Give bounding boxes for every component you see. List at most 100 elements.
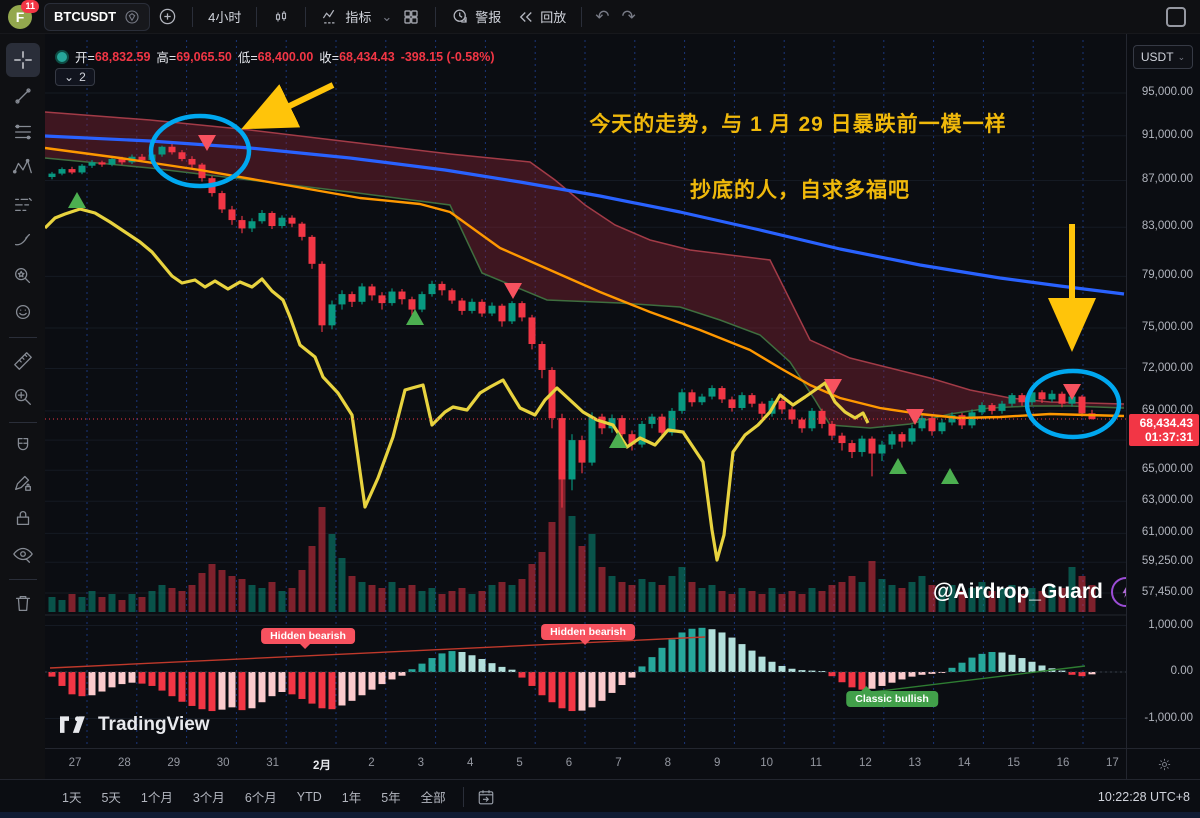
symbol-search-button[interactable]: BTCUSDT xyxy=(44,2,151,31)
magnet-icon[interactable] xyxy=(6,429,40,463)
sell-marker-icon xyxy=(906,409,924,425)
time-tick: 30 xyxy=(216,757,230,769)
price-tick: 59,250.00 xyxy=(1141,555,1193,568)
price-tick: 65,000.00 xyxy=(1141,463,1193,476)
close-value: 68,434.43 xyxy=(339,49,395,64)
zoom-in-icon[interactable] xyxy=(6,380,40,414)
range-button-全部[interactable]: 全部 xyxy=(420,791,446,805)
buy-marker-icon xyxy=(889,458,907,474)
annotation-text-2[interactable]: 抄底的人，自求多福吧 xyxy=(690,179,910,202)
time-tick: 9 xyxy=(713,757,721,769)
range-button-3个月[interactable]: 3个月 xyxy=(192,791,225,805)
interval-button[interactable]: 4小时 xyxy=(208,10,242,25)
tradingview-logo[interactable]: TradingView xyxy=(60,714,210,736)
icons-star-icon[interactable] xyxy=(6,259,40,293)
price-tick: 83,000.00 xyxy=(1141,220,1193,233)
alert-button[interactable]: 警报 xyxy=(443,4,509,30)
replay-button[interactable]: 回放 xyxy=(509,4,574,30)
high-label: 高= xyxy=(156,51,177,65)
indicators-dropdown-chevron[interactable]: ⌄ xyxy=(381,8,393,24)
price-tick: 75,000.00 xyxy=(1141,320,1193,333)
open-value: 68,832.59 xyxy=(94,49,151,64)
bar-countdown: 01:37:31 xyxy=(1144,430,1193,444)
time-tick: 10 xyxy=(760,757,773,769)
go-to-date-button[interactable] xyxy=(477,788,495,806)
change-value: -398.15 (-0.58%) xyxy=(400,49,495,64)
compare-add-button[interactable] xyxy=(150,4,185,30)
arrow-drawing[interactable] xyxy=(241,82,335,130)
range-button-6个月[interactable]: 6个月 xyxy=(244,791,277,805)
symbol-name: BTCUSDT xyxy=(54,9,117,24)
last-price-badge: 68,434.43 01:37:31 xyxy=(1129,414,1199,446)
time-tick: 6 xyxy=(565,757,573,769)
annotation-text-1[interactable]: 今天的走势，与 1 月 29 日暴跌前一模一样 xyxy=(589,113,1007,136)
crosshair-icon[interactable] xyxy=(5,43,40,77)
price-tick: 91,000.00 xyxy=(1141,128,1193,141)
xabcd-pattern-icon[interactable] xyxy=(6,151,40,185)
range-button-1年[interactable]: 1年 xyxy=(341,791,362,805)
range-button-YTD[interactable]: YTD xyxy=(296,789,322,804)
currency-select[interactable]: USDT ⌄ xyxy=(1133,45,1193,69)
sidebar-divider xyxy=(8,337,37,338)
top-toolbar: F 11 BTCUSDT 4小时 指标 ⌄ 警报 xyxy=(0,0,1200,34)
clock[interactable]: 10:22:28 UTC+8 xyxy=(1097,789,1190,804)
range-button-5天[interactable]: 5天 xyxy=(101,791,121,805)
axis-settings-corner[interactable] xyxy=(1126,748,1200,780)
time-tick: 7 xyxy=(615,757,622,769)
fib-retracement-icon[interactable] xyxy=(6,115,40,149)
fullscreen-button[interactable] xyxy=(1166,6,1186,27)
layout-grid-button[interactable] xyxy=(394,4,428,30)
series-status-dot xyxy=(55,49,69,64)
indicators-button[interactable]: 指标 xyxy=(313,4,379,30)
time-tick: 31 xyxy=(266,757,279,769)
draw-lock-icon[interactable] xyxy=(6,465,40,499)
price-tick: 95,000.00 xyxy=(1141,86,1193,98)
prediction-icon[interactable] xyxy=(6,187,40,221)
macd-tick: -1,000.00 xyxy=(1144,711,1193,724)
highlight-circle-drawing[interactable] xyxy=(148,113,252,189)
highlight-circle-drawing[interactable] xyxy=(1024,368,1122,440)
sidebar-divider xyxy=(8,579,37,580)
time-tick: 13 xyxy=(908,757,922,769)
time-tick: 11 xyxy=(810,757,822,769)
remove-all-icon[interactable] xyxy=(6,586,40,620)
macd-tick: 0.00 xyxy=(1170,665,1193,677)
bottom-strip xyxy=(0,812,1200,818)
undo-button[interactable]: ↶ xyxy=(595,6,610,26)
hide-all-icon[interactable] xyxy=(6,537,40,571)
chevron-down-icon: ⌄ xyxy=(64,70,75,84)
brush-icon[interactable] xyxy=(6,223,40,257)
gear-icon xyxy=(1158,758,1170,771)
time-tick: 5 xyxy=(516,757,523,769)
close-label: 收= xyxy=(319,51,340,65)
buy-marker-icon xyxy=(406,309,424,325)
time-tick: 16 xyxy=(1056,757,1070,769)
range-button-5年[interactable]: 5年 xyxy=(381,791,401,805)
price-axis[interactable]: USDT ⌄ 95,000.00 91,000.00 87,000.00 83,000.… xyxy=(1126,33,1200,778)
redo-button[interactable]: ↷ xyxy=(621,6,636,26)
indicator-count: 2 xyxy=(79,70,86,84)
time-axis[interactable]: 27 28 29 30 31 2月 2 3 4 5 6 7 8 9 10 11 12 13 14 15 16 17 xyxy=(45,748,1126,780)
ohlc-legend[interactable]: 开= 68,832.59 高= 69,065.50 低= 68,400.00 收= 68… xyxy=(55,47,495,66)
sell-marker-icon xyxy=(198,135,216,151)
lock-all-icon[interactable] xyxy=(6,501,40,535)
trend-line-icon[interactable] xyxy=(6,79,40,113)
avatar-letter: F xyxy=(15,8,25,25)
macd-tick: 1,000.00 xyxy=(1148,618,1193,631)
emoji-icon[interactable] xyxy=(6,295,40,329)
hidden-bearish-label[interactable]: Hidden bearish xyxy=(261,628,355,649)
chart-style-button[interactable] xyxy=(264,4,298,30)
legend-collapse-button[interactable]: ⌄ 2 xyxy=(55,68,95,86)
range-button-1个月[interactable]: 1个月 xyxy=(140,791,173,805)
user-avatar[interactable]: F 11 xyxy=(8,0,39,29)
classic-bullish-label[interactable]: Classic bullish xyxy=(846,686,938,707)
ruler-icon[interactable] xyxy=(6,344,40,378)
time-tick: 2月 xyxy=(313,760,331,772)
hidden-bearish-label[interactable]: Hidden bearish xyxy=(541,624,635,645)
range-button-1天[interactable]: 1天 xyxy=(62,791,82,805)
price-tick: 69,000.00 xyxy=(1141,403,1193,416)
time-tick: 27 xyxy=(68,757,82,769)
time-tick: 15 xyxy=(1007,757,1020,769)
